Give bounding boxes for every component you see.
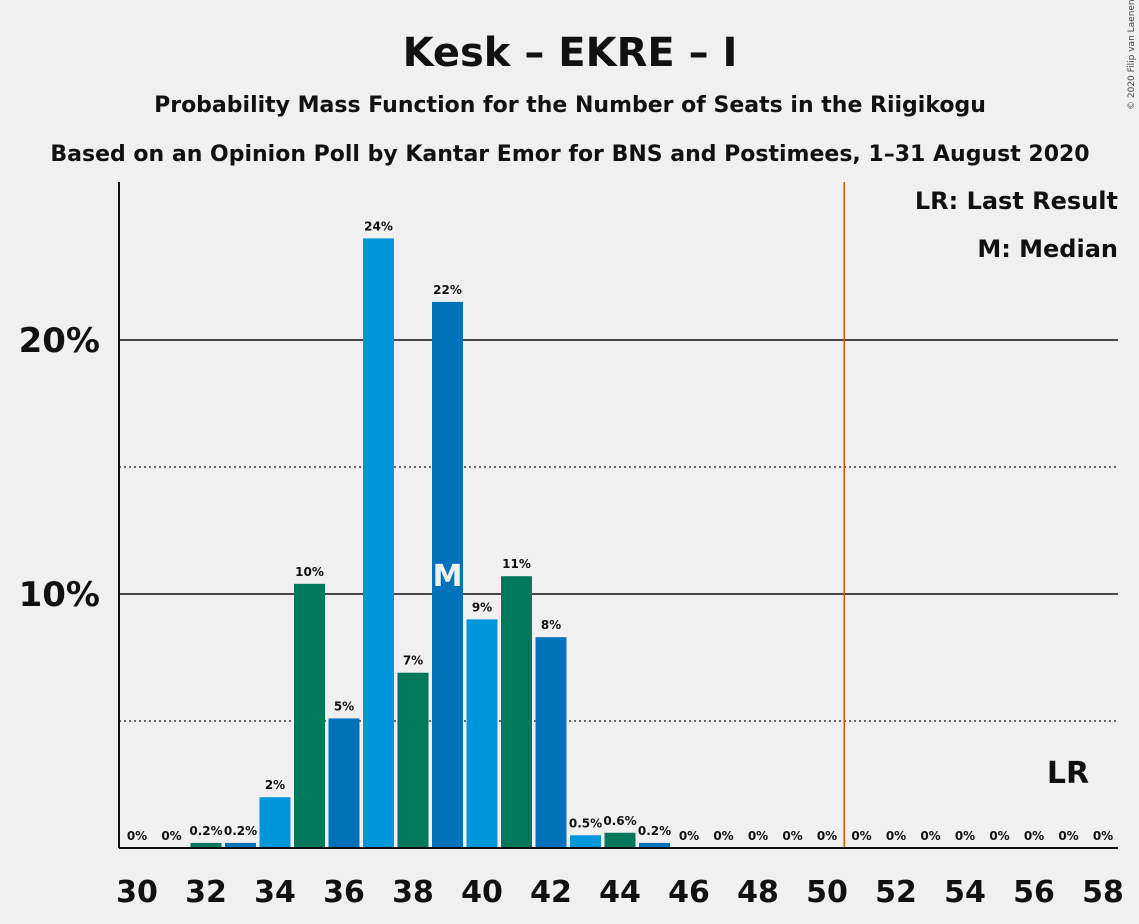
bar (501, 576, 532, 848)
data-label: 0% (817, 829, 837, 843)
data-label: 0.6% (603, 814, 636, 828)
data-label: 0% (782, 829, 802, 843)
bar (570, 835, 601, 848)
x-tick-label: 34 (254, 875, 296, 910)
data-label: 2% (265, 778, 285, 792)
chart-source: Based on an Opinion Poll by Kantar Emor … (50, 142, 1089, 167)
bar (190, 842, 222, 848)
x-tick-label: 50 (806, 875, 848, 910)
bar (432, 301, 463, 848)
copyright-notice: © 2020 Filip van Laenen (1127, 0, 1137, 110)
data-label: 0% (1024, 829, 1044, 843)
y-tick-label: 20% (19, 321, 100, 361)
data-label: 0% (161, 829, 181, 843)
bar (535, 637, 567, 848)
data-label: 0% (748, 829, 768, 843)
x-tick-label: 38 (392, 875, 434, 910)
data-label: 0% (920, 829, 940, 843)
data-label: 0% (679, 829, 699, 843)
data-label: 9% (472, 600, 492, 614)
y-tick-label: 10% (19, 575, 100, 615)
data-label: 22% (433, 283, 462, 297)
x-tick-label: 46 (668, 875, 710, 910)
data-label: 0% (851, 829, 871, 843)
x-tick-label: 30 (116, 875, 158, 910)
data-label: 5% (334, 699, 354, 713)
data-label: 0% (713, 829, 733, 843)
legend-last-result: LR: Last Result (915, 187, 1118, 215)
bar (294, 583, 325, 848)
x-tick-label: 40 (461, 875, 503, 910)
data-label: 0% (955, 829, 975, 843)
chart-title: Kesk – EKRE – I (403, 30, 738, 76)
x-tick-label: 36 (323, 875, 365, 910)
x-tick-label: 44 (599, 875, 641, 910)
x-tick-label: 54 (944, 875, 986, 910)
data-label: 8% (541, 618, 561, 632)
x-tick-label: 42 (530, 875, 572, 910)
chart-subtitle: Probability Mass Function for the Number… (154, 93, 986, 118)
bar (466, 619, 498, 848)
data-label: 24% (364, 219, 393, 233)
data-label: 0% (1093, 829, 1113, 843)
last-result-marker: LR (1047, 756, 1089, 791)
bar (397, 672, 429, 848)
bar (328, 718, 360, 848)
data-label: 0% (127, 829, 147, 843)
median-marker: M (433, 559, 463, 594)
data-label: 10% (295, 565, 324, 579)
x-tick-label: 58 (1082, 875, 1124, 910)
data-label: 0.2% (189, 824, 222, 838)
data-label: 0.2% (224, 824, 257, 838)
plot-area: 10%20%0% 0% 0.2% 0.2%2%10%5%24%7%22%9%11%8%… (19, 182, 1124, 910)
bar (363, 238, 394, 848)
bar (639, 842, 670, 848)
data-label: 0.5% (569, 816, 602, 830)
data-label: 0.2% (638, 824, 671, 838)
x-tick-label: 52 (875, 875, 917, 910)
x-tick-label: 48 (737, 875, 779, 910)
legend-median: M: Median (977, 235, 1118, 263)
data-label: 0% (989, 829, 1009, 843)
data-label: 0% (886, 829, 906, 843)
data-label: 7% (403, 654, 423, 668)
bar (225, 842, 256, 848)
bar (604, 832, 636, 848)
data-label: 0% (1058, 829, 1078, 843)
x-tick-label: 32 (185, 875, 227, 910)
bar (259, 797, 291, 848)
data-label: 11% (502, 557, 531, 571)
x-tick-label: 56 (1013, 875, 1055, 910)
